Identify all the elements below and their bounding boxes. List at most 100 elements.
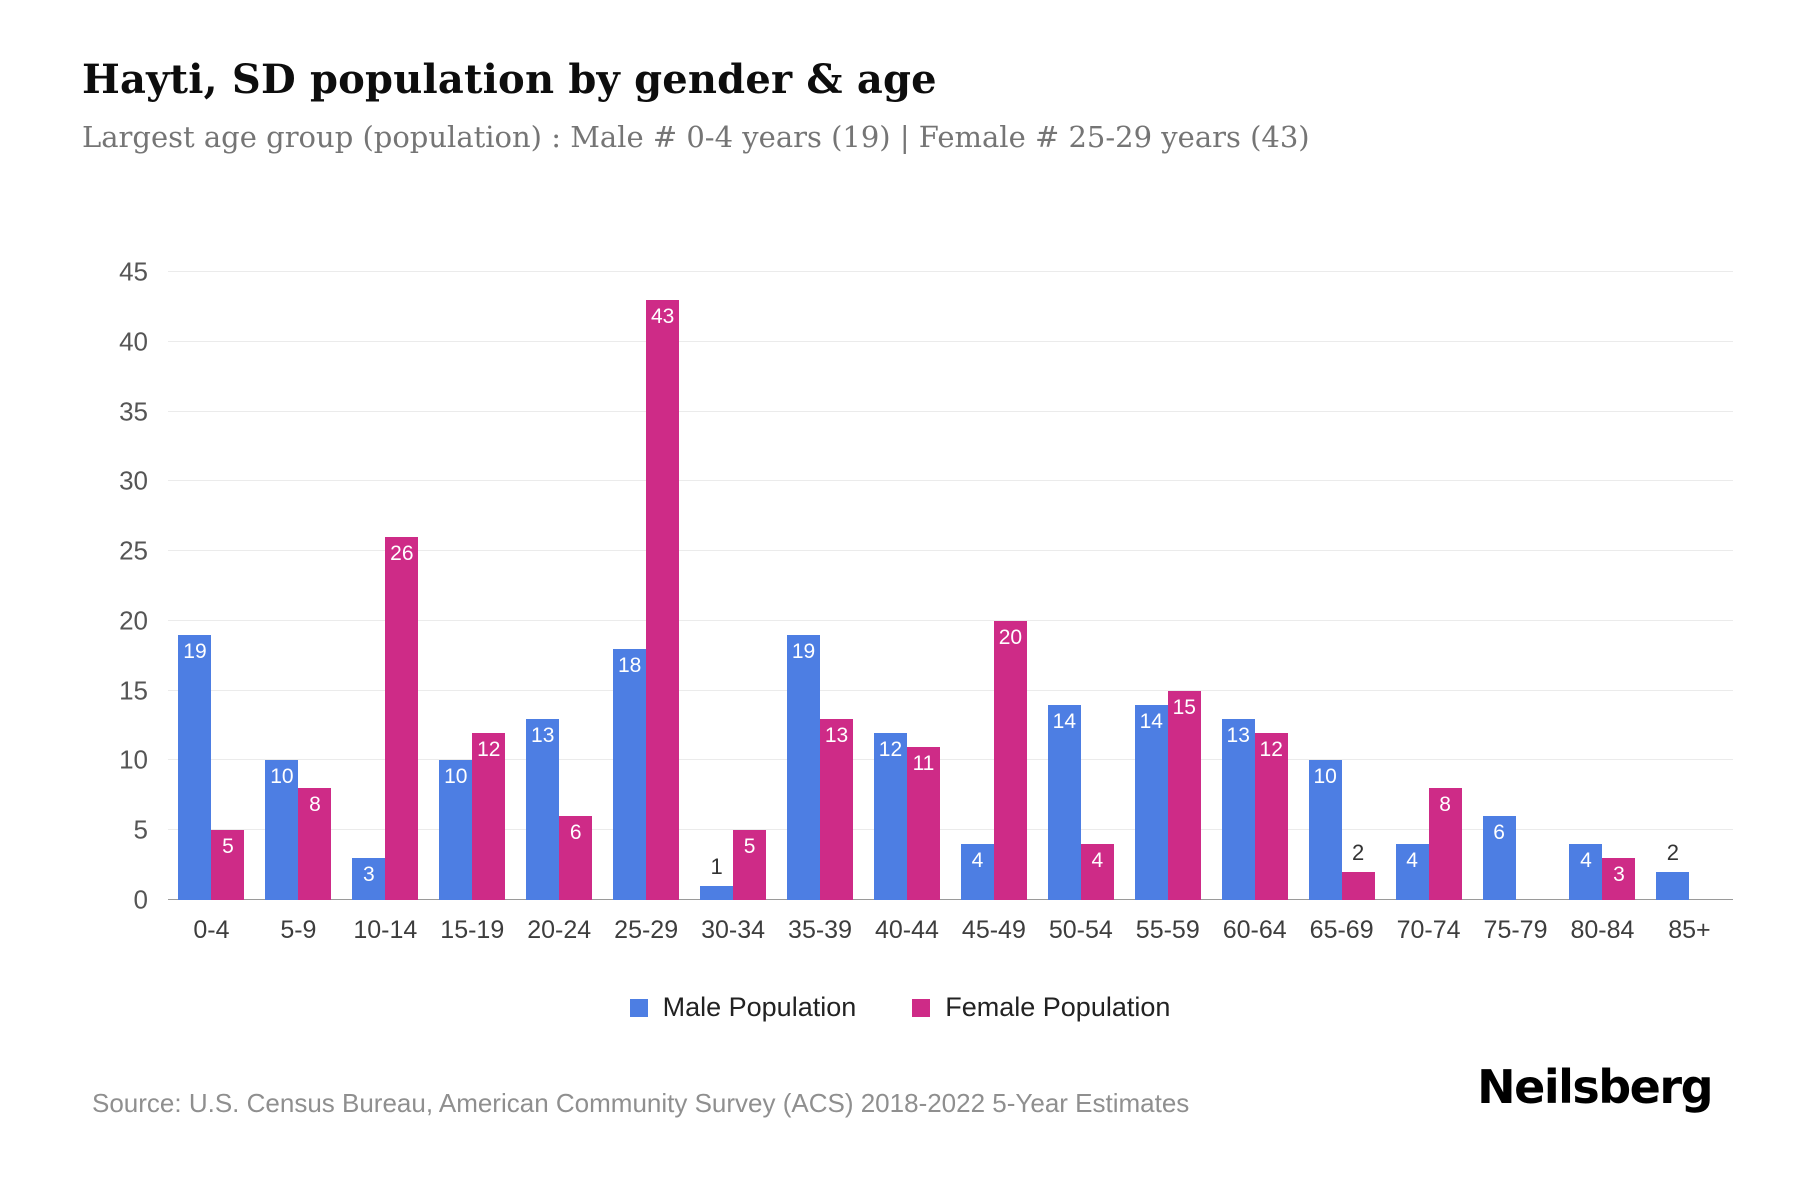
bar-group: 1 5 30-34 (690, 272, 777, 944)
y-tick-label: 10 (119, 744, 148, 775)
bar-female[interactable]: 26 (385, 537, 419, 900)
bar-value-label: 5 (222, 835, 234, 859)
bar-female[interactable]: 15 (1167, 690, 1201, 900)
x-axis-label: 85+ (1668, 916, 1711, 944)
bar-male[interactable]: 2 (1656, 840, 1690, 900)
bar-value-label: 20 (998, 625, 1023, 649)
bar-value-label: 11 (912, 751, 935, 775)
bar-value-label: 4 (1406, 849, 1418, 873)
bar-female[interactable]: 5 (211, 830, 245, 900)
gridline (168, 340, 1733, 342)
y-tick-label: 5 (133, 814, 148, 845)
bar-value-label: 10 (444, 765, 468, 789)
gridline (168, 619, 1733, 621)
legend: Male Population Female Population (0, 992, 1800, 1023)
bar-value-label: 10 (270, 765, 294, 789)
bar-group: 19 13 35-39 (777, 272, 864, 944)
bar-male[interactable]: 14 (1047, 704, 1081, 900)
bar-male[interactable]: 10 (1308, 760, 1342, 900)
gridline (168, 271, 1733, 272)
bar-male[interactable]: 3 (352, 858, 386, 900)
bar-value-label: 3 (363, 863, 375, 887)
bar-value-label: 6 (1493, 821, 1505, 845)
bar-value-label: 43 (650, 304, 675, 328)
bar-group: 2 85+ (1646, 272, 1733, 944)
bar-value-label: 13 (531, 723, 555, 747)
legend-swatch (912, 998, 931, 1017)
bar-group: 4 20 45-49 (950, 272, 1037, 944)
x-axis-label: 0-4 (193, 916, 230, 944)
x-axis-label: 5-9 (280, 916, 317, 944)
x-axis-label: 20-24 (527, 916, 592, 944)
bar-female[interactable]: 8 (1428, 788, 1462, 900)
bar-male[interactable]: 12 (873, 732, 907, 900)
bar-value-label: 12 (1259, 737, 1283, 761)
legend-item[interactable]: Female Population (912, 992, 1170, 1023)
bar-group: 12 11 40-44 (864, 272, 951, 944)
bar-group: 4 3 80-84 (1559, 272, 1646, 944)
bar-value-label: 1 (710, 854, 723, 880)
bar-male[interactable]: 10 (265, 760, 299, 900)
brand-logo: Neilsberg (1477, 1060, 1713, 1114)
bar-male[interactable]: 18 (613, 648, 647, 900)
bar-male[interactable]: 10 (439, 760, 473, 900)
legend-label: Female Population (945, 992, 1171, 1022)
bar-male[interactable]: 19 (178, 634, 212, 900)
bar-value-label: 12 (477, 737, 501, 761)
bar-female[interactable]: 2 (1341, 840, 1375, 900)
bar-value-label: 14 (1139, 709, 1163, 733)
bar-male[interactable]: 6 (1482, 816, 1516, 900)
bar-male[interactable]: 13 (526, 718, 560, 900)
bar-female[interactable]: 6 (559, 816, 593, 900)
bar-female[interactable]: 43 (646, 299, 680, 900)
bar-female[interactable]: 5 (733, 830, 767, 900)
y-tick-label: 15 (119, 675, 148, 706)
bar-female[interactable]: 12 (1254, 732, 1288, 900)
bar-group: 13 12 60-64 (1211, 272, 1298, 944)
bar-group: 18 43 25-29 (603, 272, 690, 944)
legend-label: Male Population (662, 992, 857, 1022)
bar-male[interactable]: 1 (700, 854, 734, 900)
bar-value-label: 15 (1172, 695, 1196, 719)
bar-male[interactable]: 4 (1395, 844, 1429, 900)
bar-group: 10 8 5-9 (255, 272, 342, 944)
x-axis-label: 15-19 (440, 916, 505, 944)
bar-value-label: 8 (1439, 793, 1451, 817)
x-axis-label: 60-64 (1222, 916, 1287, 944)
bar-male[interactable]: 14 (1134, 704, 1168, 900)
x-axis-label: 30-34 (701, 916, 766, 944)
gridline (168, 759, 1733, 761)
y-tick-label: 35 (119, 396, 148, 427)
bar-group: 4 8 70-74 (1385, 272, 1472, 944)
bar-group: 6 75-79 (1472, 272, 1559, 944)
gridline (168, 410, 1733, 412)
bar-male[interactable]: 4 (960, 844, 994, 900)
bar-female[interactable]: 20 (993, 620, 1027, 900)
bar-female[interactable]: 8 (298, 788, 332, 900)
bar-female[interactable]: 4 (1080, 844, 1114, 900)
gridline (168, 550, 1733, 552)
bar-value-label: 19 (183, 639, 207, 663)
chart-subtitle: Largest age group (population) : Male # … (82, 120, 1310, 154)
chart-title: Hayti, SD population by gender & age (82, 56, 937, 103)
bar-group: 14 4 50-54 (1037, 272, 1124, 944)
bar-value-label: 19 (791, 639, 816, 663)
legend-item[interactable]: Male Population (629, 992, 857, 1023)
bar-value-label: 26 (390, 542, 414, 566)
bar-group: 19 5 0-4 (168, 272, 255, 944)
bar-male[interactable]: 4 (1569, 844, 1603, 900)
plot-area: 0 5 10 15 20 25 30 35 40 45 19 5 0-4 10 8 5-9 3 26 10-14 1… (119, 257, 1733, 944)
x-axis-label: 10-14 (353, 916, 418, 944)
bar-male[interactable]: 19 (787, 634, 821, 900)
bar-female[interactable]: 13 (820, 718, 854, 900)
x-axis-label: 65-69 (1309, 916, 1374, 944)
bar-value-label: 4 (1091, 849, 1104, 873)
bar-group: 10 12 15-19 (429, 272, 516, 944)
bar-female[interactable]: 12 (472, 732, 506, 900)
bar-female[interactable]: 11 (906, 746, 940, 900)
bar-male[interactable]: 13 (1221, 718, 1255, 900)
bar-female[interactable]: 3 (1602, 858, 1636, 900)
x-axis-label: 35-39 (788, 916, 852, 944)
x-axis-line (168, 899, 1733, 900)
